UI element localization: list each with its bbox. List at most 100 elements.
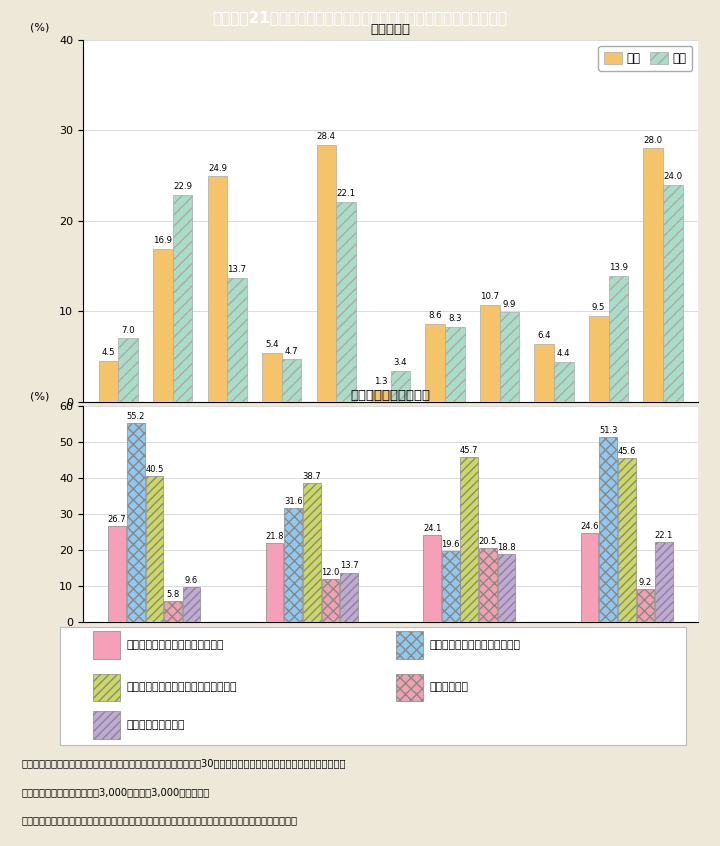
Text: 18.8: 18.8 [498, 543, 516, 552]
Text: 13.9: 13.9 [609, 263, 628, 272]
FancyBboxPatch shape [395, 631, 423, 658]
Text: 5.8: 5.8 [166, 590, 179, 599]
Text: 19.6: 19.6 [441, 541, 460, 549]
Text: 55.2: 55.2 [127, 412, 145, 421]
Bar [284, 508, 302, 622]
Text: 31.6: 31.6 [284, 497, 302, 506]
Text: (%): (%) [30, 392, 50, 402]
Bar [445, 327, 464, 402]
Text: 26.7: 26.7 [108, 514, 127, 524]
Bar [479, 548, 497, 622]
Bar [500, 312, 519, 402]
Text: （備考）１．「多様な選択を可能にする学びに関する調査」（平成30年度内閣府委託調査・株式会社創建）より作成。: （備考）１．「多様な選択を可能にする学びに関する調査」（平成30年度内閣府委託調… [22, 758, 346, 768]
Text: 16.9: 16.9 [153, 236, 172, 245]
Text: Ｉ－特－21図　大学・短期大学・専門学校への進学時に重視したこと: Ｉ－特－21図 大学・短期大学・専門学校への進学時に重視したこと [212, 10, 508, 25]
Text: 22.1: 22.1 [655, 531, 673, 541]
Bar [554, 362, 574, 402]
Bar [461, 458, 478, 622]
FancyBboxPatch shape [60, 627, 685, 745]
Title: ＜女性・最終学歴別＞: ＜女性・最終学歴別＞ [351, 389, 431, 402]
Bar [636, 589, 654, 622]
Text: 9.6: 9.6 [185, 576, 198, 585]
Bar [426, 324, 445, 402]
Text: 9.9: 9.9 [503, 299, 516, 309]
Bar [480, 305, 500, 402]
Bar [99, 361, 118, 402]
Bar [423, 536, 441, 622]
Bar [127, 423, 145, 622]
Text: 10.7: 10.7 [480, 293, 499, 301]
Text: 5.4: 5.4 [265, 340, 279, 349]
Text: 21.8: 21.8 [266, 532, 284, 541]
Text: 3.4: 3.4 [394, 359, 408, 367]
Text: 7.0: 7.0 [121, 326, 135, 335]
Bar [173, 195, 192, 402]
Legend: 女性, 男性: 女性, 男性 [598, 46, 693, 70]
Text: 40.5: 40.5 [145, 465, 163, 474]
Text: ２．男女別は，女性3,000人，男性3,000人が回答。: ２．男女別は，女性3,000人，男性3,000人が回答。 [22, 787, 210, 797]
Text: 38.7: 38.7 [302, 471, 321, 481]
Text: 1.3: 1.3 [374, 377, 387, 387]
Text: 45.7: 45.7 [460, 447, 479, 455]
Text: 12.0: 12.0 [321, 568, 340, 576]
Bar [581, 533, 598, 622]
Bar [644, 148, 663, 402]
Bar [207, 177, 228, 402]
Text: 4.5: 4.5 [102, 349, 115, 358]
Bar [589, 316, 608, 402]
Bar [164, 601, 182, 622]
Text: 4.4: 4.4 [557, 349, 571, 359]
Bar [442, 552, 459, 622]
Bar [341, 573, 358, 622]
Bar [391, 371, 410, 402]
Bar [534, 344, 554, 402]
Text: 自分のやりたいことを勉強できること: 自分のやりたいことを勉強できること [126, 683, 237, 692]
Text: 24.0: 24.0 [663, 172, 683, 181]
Text: 24.9: 24.9 [208, 164, 227, 173]
Text: 13.7: 13.7 [228, 265, 246, 274]
Bar [266, 543, 284, 622]
Text: 22.9: 22.9 [173, 182, 192, 191]
Bar [608, 276, 628, 402]
Bar [282, 360, 301, 402]
Bar [145, 476, 163, 622]
Bar [371, 390, 391, 402]
Bar [118, 338, 138, 402]
Text: 24.1: 24.1 [423, 524, 441, 533]
Bar [322, 579, 339, 622]
Bar [498, 554, 516, 622]
Bar [303, 483, 320, 622]
Text: 8.6: 8.6 [428, 311, 442, 321]
Bar [663, 184, 683, 402]
Text: 28.0: 28.0 [644, 135, 662, 145]
FancyBboxPatch shape [93, 631, 120, 658]
Bar [183, 587, 200, 622]
Text: 学校の雰囲気: 学校の雰囲気 [429, 683, 468, 692]
Bar [108, 526, 126, 622]
Text: 就職のための資格が取れること: 就職のための資格が取れること [429, 640, 520, 650]
Text: 4.7: 4.7 [284, 347, 298, 355]
Text: 22.1: 22.1 [336, 190, 356, 198]
FancyBboxPatch shape [93, 673, 120, 701]
Text: 9.2: 9.2 [639, 578, 652, 586]
Text: 9.5: 9.5 [592, 303, 606, 312]
Bar [599, 437, 617, 622]
Text: 進学または就職に有利であること: 進学または就職に有利であること [126, 640, 224, 650]
Text: 45.6: 45.6 [618, 447, 636, 456]
Text: 保護者の経済的負担: 保護者の経済的負担 [126, 720, 184, 730]
Text: 28.4: 28.4 [317, 132, 336, 141]
Bar [262, 353, 282, 402]
Text: 8.3: 8.3 [448, 314, 462, 323]
Bar [153, 249, 173, 402]
FancyBboxPatch shape [93, 711, 120, 739]
Text: 24.6: 24.6 [580, 522, 599, 531]
Text: 20.5: 20.5 [479, 537, 497, 546]
Bar [228, 277, 247, 402]
Text: 51.3: 51.3 [599, 426, 618, 435]
Text: 13.7: 13.7 [340, 562, 359, 570]
Bar [336, 202, 356, 402]
Bar [317, 145, 336, 402]
FancyBboxPatch shape [395, 673, 423, 701]
Bar [618, 458, 636, 622]
Text: 6.4: 6.4 [537, 332, 551, 340]
